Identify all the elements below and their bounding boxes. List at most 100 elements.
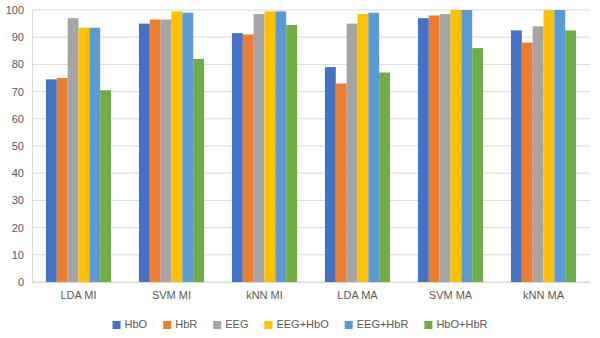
grid-line	[32, 227, 590, 228]
x-tick: SVM MA	[429, 282, 473, 301]
chart: 0 10 20 30 40 50 60 70 80 90 100 LDA MI SVM MI kNN MI…	[0, 0, 600, 338]
bar	[418, 18, 429, 282]
bar	[358, 14, 369, 282]
x-tick: SVM MI	[152, 282, 191, 301]
x-tick-label: kNN MI	[246, 289, 283, 301]
bar	[182, 13, 193, 282]
y-tick-label: 70	[12, 86, 24, 98]
bar	[336, 83, 347, 282]
bar	[347, 24, 358, 282]
grid-line	[32, 64, 590, 65]
bar	[254, 14, 265, 282]
y-tick-label: 90	[12, 31, 24, 43]
legend: HbO HbR EEG EEG+HbO EEG+HbR HbO+HbR	[113, 318, 488, 330]
x-tick-label: LDA MI	[60, 289, 96, 301]
x-tick-label: SVM MA	[429, 289, 473, 301]
grid-line	[32, 173, 590, 174]
bar	[57, 78, 68, 282]
legend-label: HbO+HbR	[436, 318, 487, 330]
bar	[325, 67, 336, 282]
bar	[275, 11, 286, 282]
y-tick: 40	[12, 167, 32, 179]
bar	[429, 15, 440, 282]
x-tick: kNN MA	[523, 282, 565, 301]
bars	[46, 10, 576, 282]
x-axis-line	[33, 282, 591, 283]
legend-swatch	[163, 321, 171, 329]
legend-item: HbO	[113, 318, 148, 330]
y-tick: 0	[18, 276, 32, 288]
y-tick-label: 30	[12, 194, 24, 206]
bar	[565, 30, 576, 282]
y-tick: 70	[12, 86, 32, 98]
grid-line	[32, 91, 590, 92]
plot: 0 10 20 30 40 50 60 70 80 90 100 LDA MI SVM MI kNN MI…	[6, 4, 591, 301]
y-tick-label: 10	[12, 249, 24, 261]
legend-item: EEG+HbR	[345, 318, 409, 330]
grid-line	[32, 254, 590, 255]
y-tick: 30	[12, 194, 32, 206]
bar	[232, 33, 243, 282]
y-tick: 80	[12, 58, 32, 70]
y-tick: 20	[12, 222, 32, 234]
y-axis-line	[32, 11, 33, 283]
y-tick-label: 100	[6, 4, 24, 16]
bar	[139, 24, 150, 282]
series	[100, 25, 576, 282]
grid-line	[32, 146, 590, 147]
x-tick: LDA MA	[337, 282, 378, 301]
legend-item: EEG	[213, 318, 248, 330]
bar	[79, 28, 90, 282]
legend-swatch	[264, 321, 272, 329]
legend-label: EEG+HbR	[357, 318, 409, 330]
x-axis: LDA MI SVM MI kNN MI LDA MA SVM MA kNN MA	[33, 282, 591, 301]
legend-item: HbO+HbR	[424, 318, 487, 330]
bar	[68, 18, 79, 282]
grid	[32, 10, 590, 282]
bar	[440, 14, 451, 282]
legend-swatch	[424, 321, 432, 329]
bar	[554, 10, 565, 282]
bar	[243, 34, 254, 282]
bar	[472, 48, 483, 282]
grid-line	[32, 118, 590, 119]
legend-label: EEG+HbO	[276, 318, 329, 330]
x-tick-label: SVM MI	[152, 289, 191, 301]
grid-line	[32, 282, 590, 283]
legend-label: HbO	[125, 318, 148, 330]
legend-swatch	[345, 321, 353, 329]
bar	[379, 73, 390, 282]
legend-label: HbR	[175, 318, 197, 330]
bar	[193, 59, 204, 282]
y-tick-label: 40	[12, 167, 24, 179]
y-tick-label: 60	[12, 113, 24, 125]
x-tick: kNN MI	[246, 282, 283, 301]
legend-label: EEG	[225, 318, 248, 330]
bar	[461, 10, 472, 282]
x-tick-label: kNN MA	[523, 289, 565, 301]
bar	[544, 10, 555, 282]
legend-item: EEG+HbO	[264, 318, 329, 330]
bar	[511, 30, 522, 282]
x-tick: LDA MI	[60, 282, 96, 301]
legend-item: HbR	[163, 318, 197, 330]
bar	[522, 43, 533, 282]
y-tick: 90	[12, 31, 32, 43]
bar	[172, 11, 183, 282]
legend-swatch	[113, 321, 121, 329]
bar	[161, 20, 172, 282]
bar	[265, 11, 276, 282]
y-tick: 50	[12, 140, 32, 152]
bar	[451, 10, 462, 282]
legend-swatch	[213, 321, 221, 329]
bar	[150, 20, 161, 282]
bar	[100, 90, 111, 282]
bar	[368, 13, 379, 282]
y-tick-label: 80	[12, 58, 24, 70]
y-tick: 10	[12, 249, 32, 261]
bar	[89, 28, 100, 282]
y-tick-label: 20	[12, 222, 24, 234]
y-tick: 100	[6, 4, 32, 16]
y-tick-label: 0	[18, 276, 24, 288]
bar	[286, 25, 297, 282]
